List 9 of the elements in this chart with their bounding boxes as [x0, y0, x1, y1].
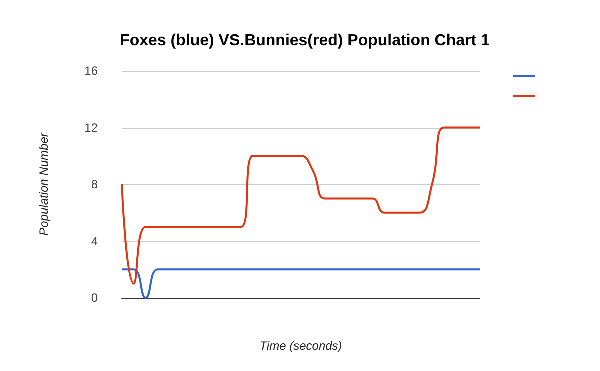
- y-tick-label: 4: [91, 234, 98, 248]
- line-series: [121, 126, 481, 285]
- x-axis-title: Time (seconds): [260, 339, 342, 353]
- y-tick-label: 12: [84, 120, 98, 135]
- y-tick-label: 8: [91, 178, 98, 192]
- y-tick-label: 0: [91, 291, 98, 305]
- chart-title: Foxes (blue) VS.Bunnies(red) Population Chart 1: [120, 32, 490, 50]
- y-tick-label: 16: [84, 64, 98, 78]
- y-axis-title: Population Number: [37, 132, 51, 236]
